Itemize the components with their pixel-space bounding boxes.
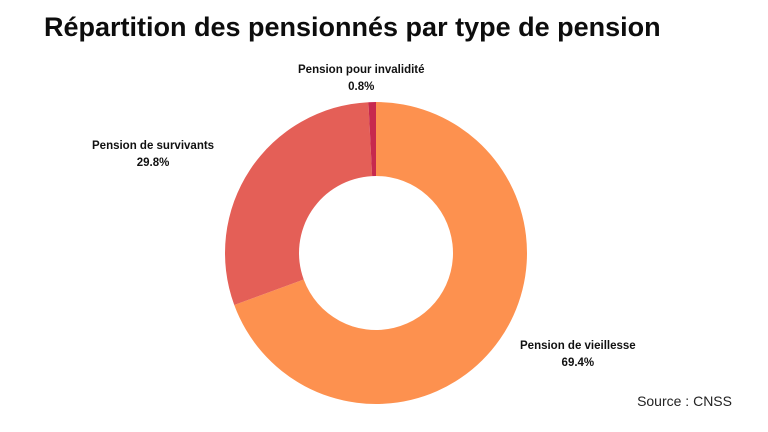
slice-label-invalidite: Pension pour invalidité 0.8%: [298, 62, 425, 95]
source-note: Source : CNSS: [637, 393, 732, 409]
donut-slice-survivants: [224, 102, 373, 306]
slice-label-survivants: Pension de survivants 29.8%: [92, 138, 214, 171]
donut-slice-invalidite: [368, 102, 376, 177]
donut-slice-vieillesse: [234, 102, 527, 404]
slice-value-survivants: 29.8%: [136, 156, 170, 169]
slice-value-vieillesse: 69.4%: [561, 356, 595, 369]
slice-name-vieillesse: Pension de vieillesse: [520, 340, 636, 352]
slice-name-survivants: Pension de survivants: [92, 140, 215, 152]
slice-name-invalidite: Pension pour invalidité: [298, 64, 425, 76]
slice-value-invalidite: 0.8%: [348, 80, 375, 93]
slice-label-vieillesse: Pension de vieillesse 69.4%: [520, 338, 636, 371]
chart-title: Répartition des pensionnés par type de p…: [44, 12, 661, 42]
